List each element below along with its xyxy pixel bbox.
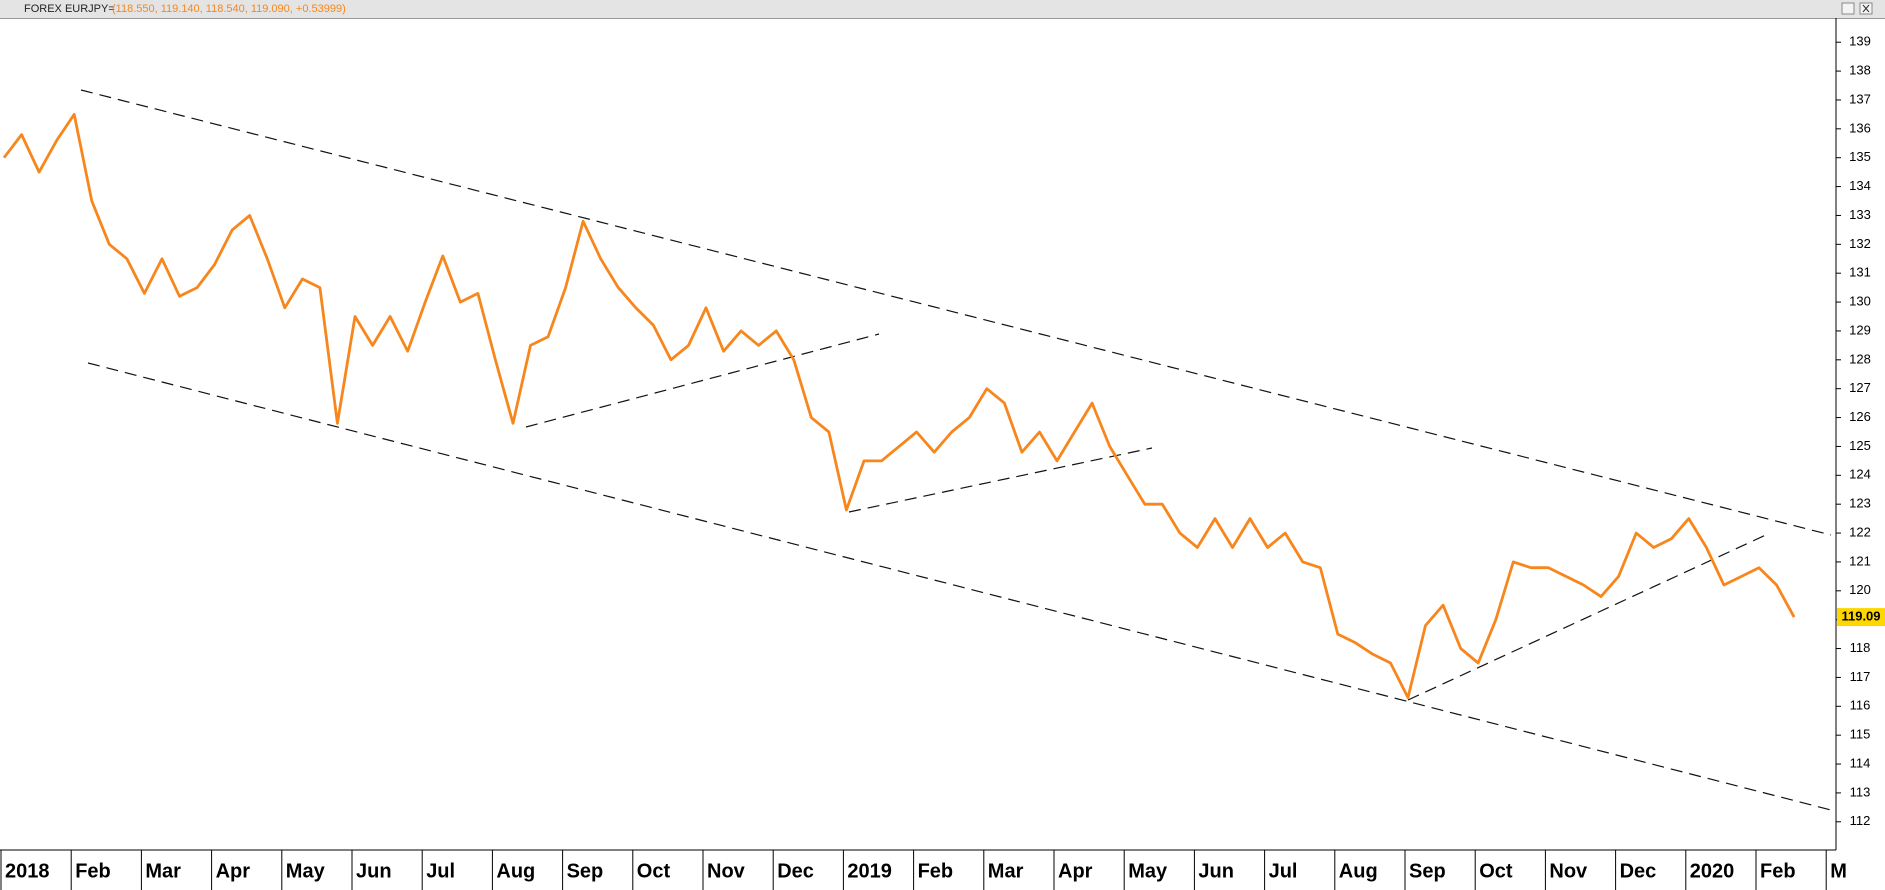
trend-line <box>525 333 880 428</box>
x-tick-label: 2018 <box>5 860 50 882</box>
x-tick-label: Sep <box>1409 860 1446 882</box>
y-tick-label: 128 <box>1849 351 1871 366</box>
y-tick-label: 116 <box>1850 698 1871 713</box>
x-tick-label: 2019 <box>847 860 892 882</box>
trend-line <box>1407 533 1769 701</box>
y-tick-label: 121 <box>1849 553 1871 568</box>
x-tick-label: Jun <box>356 860 392 882</box>
y-tick-label: 112 <box>1850 813 1871 828</box>
y-tick-label: 126 <box>1849 409 1871 424</box>
x-tick-label: Feb <box>1760 860 1796 882</box>
x-tick-label: May <box>286 860 326 882</box>
y-tick-label: 129 <box>1849 322 1871 337</box>
y-tick-label: 117 <box>1850 669 1871 684</box>
y-tick-label: 132 <box>1849 236 1871 251</box>
trend-line <box>848 447 1153 513</box>
symbol-title: FOREX EURJPY= <box>24 3 115 15</box>
y-tick-label: 123 <box>1849 496 1871 511</box>
restore-button[interactable] <box>1841 2 1855 15</box>
x-tick-label: Oct <box>637 860 671 882</box>
x-tick-label: Aug <box>1339 860 1378 882</box>
last-price-label: 119.09 <box>1841 609 1880 624</box>
x-tick-label: M <box>1830 860 1847 882</box>
y-tick-label: 124 <box>1849 467 1871 482</box>
y-tick-label: 114 <box>1850 755 1871 770</box>
close-icon <box>1862 4 1870 13</box>
y-tick-label: 136 <box>1849 120 1871 135</box>
y-tick-label: 134 <box>1849 178 1871 193</box>
y-tick-label: 118 <box>1850 640 1871 655</box>
y-tick-label: 130 <box>1849 294 1871 309</box>
x-tick-label: Apr <box>216 860 251 882</box>
x-tick-label: Apr <box>1058 860 1093 882</box>
y-tick-label: 125 <box>1849 438 1871 453</box>
x-tick-label: Nov <box>1549 860 1588 882</box>
x-tick-label: Dec <box>777 860 814 882</box>
y-tick-label: 138 <box>1849 63 1871 78</box>
x-tick-label: Nov <box>707 860 746 882</box>
x-tick-label: Mar <box>988 860 1024 882</box>
y-tick-label: 133 <box>1849 207 1871 222</box>
x-tick-label: Mar <box>145 860 181 882</box>
x-tick-label: Aug <box>496 860 535 882</box>
price-line <box>2 113 1796 699</box>
y-tick-label: 135 <box>1849 149 1871 164</box>
y-tick-label: 120 <box>1849 582 1871 597</box>
y-tick-label: 122 <box>1849 524 1871 539</box>
quote-values: (118.550, 119.140, 118.540, 119.090, +0.… <box>112 3 346 15</box>
y-tick-label: 127 <box>1849 380 1871 395</box>
y-tick-label: 113 <box>1850 784 1871 799</box>
x-tick-label: Sep <box>567 860 604 882</box>
x-tick-label: Jun <box>1198 860 1234 882</box>
y-tick-label: 137 <box>1849 91 1871 106</box>
x-tick-label: Feb <box>918 860 954 882</box>
x-tick-label: May <box>1128 860 1168 882</box>
x-tick-label: Feb <box>75 860 111 882</box>
x-tick-label: Jul <box>1269 860 1298 882</box>
x-tick-label: 2020 <box>1690 860 1735 882</box>
y-tick-label: 115 <box>1850 727 1871 742</box>
trend-line <box>87 362 1832 811</box>
y-tick-label: 131 <box>1849 265 1871 280</box>
y-tick-label: 139 <box>1849 34 1871 49</box>
title-bar <box>0 0 1885 18</box>
x-tick-label: Dec <box>1620 860 1657 882</box>
last-price-box <box>1837 608 1885 627</box>
x-tick-label: Jul <box>426 860 455 882</box>
x-tick-label: Oct <box>1479 860 1513 882</box>
trend-line <box>80 89 1832 536</box>
